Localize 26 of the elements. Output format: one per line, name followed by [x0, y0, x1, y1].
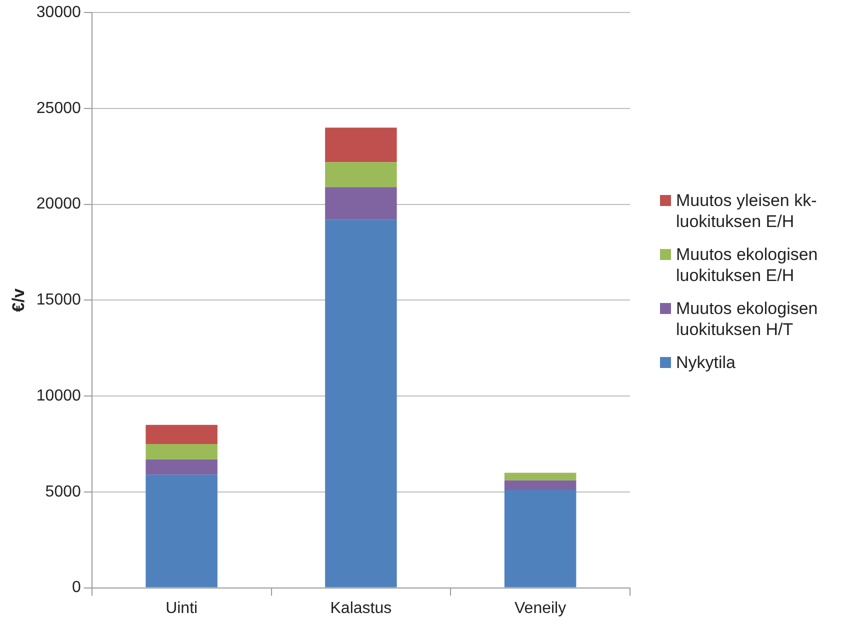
y-tick-label: 25000: [36, 100, 81, 117]
bar: [146, 474, 218, 588]
bar: [146, 459, 218, 475]
bar: [325, 162, 397, 188]
y-tick-label: 15000: [36, 292, 81, 309]
y-tick-label: 20000: [36, 196, 81, 213]
legend-label: Nykytila: [676, 352, 736, 373]
y-tick-label: 5000: [45, 483, 81, 500]
legend-label: Muutos yleisen kk-luokituksen E/H: [676, 190, 818, 232]
y-tick-label: 10000: [36, 387, 81, 404]
y-tick-label: 0: [72, 579, 81, 596]
x-tick-label: Kalastus: [330, 600, 392, 617]
legend-label: Muutos ekologisen luokituksen E/H: [676, 244, 819, 286]
bar: [504, 480, 576, 490]
y-axis-title: €/v: [8, 288, 28, 312]
x-tick-label: Uinti: [166, 600, 198, 617]
x-tick-label: Veneily: [514, 600, 566, 617]
bar: [504, 472, 576, 480]
bar: [325, 187, 397, 220]
bar: [504, 490, 576, 588]
legend-label: Muutos ekologisen luokituksen H/T: [676, 298, 819, 340]
bar: [146, 444, 218, 460]
bar: [325, 220, 397, 588]
y-tick-label: 30000: [36, 4, 81, 22]
bar: [146, 424, 218, 444]
bar: [325, 128, 397, 162]
